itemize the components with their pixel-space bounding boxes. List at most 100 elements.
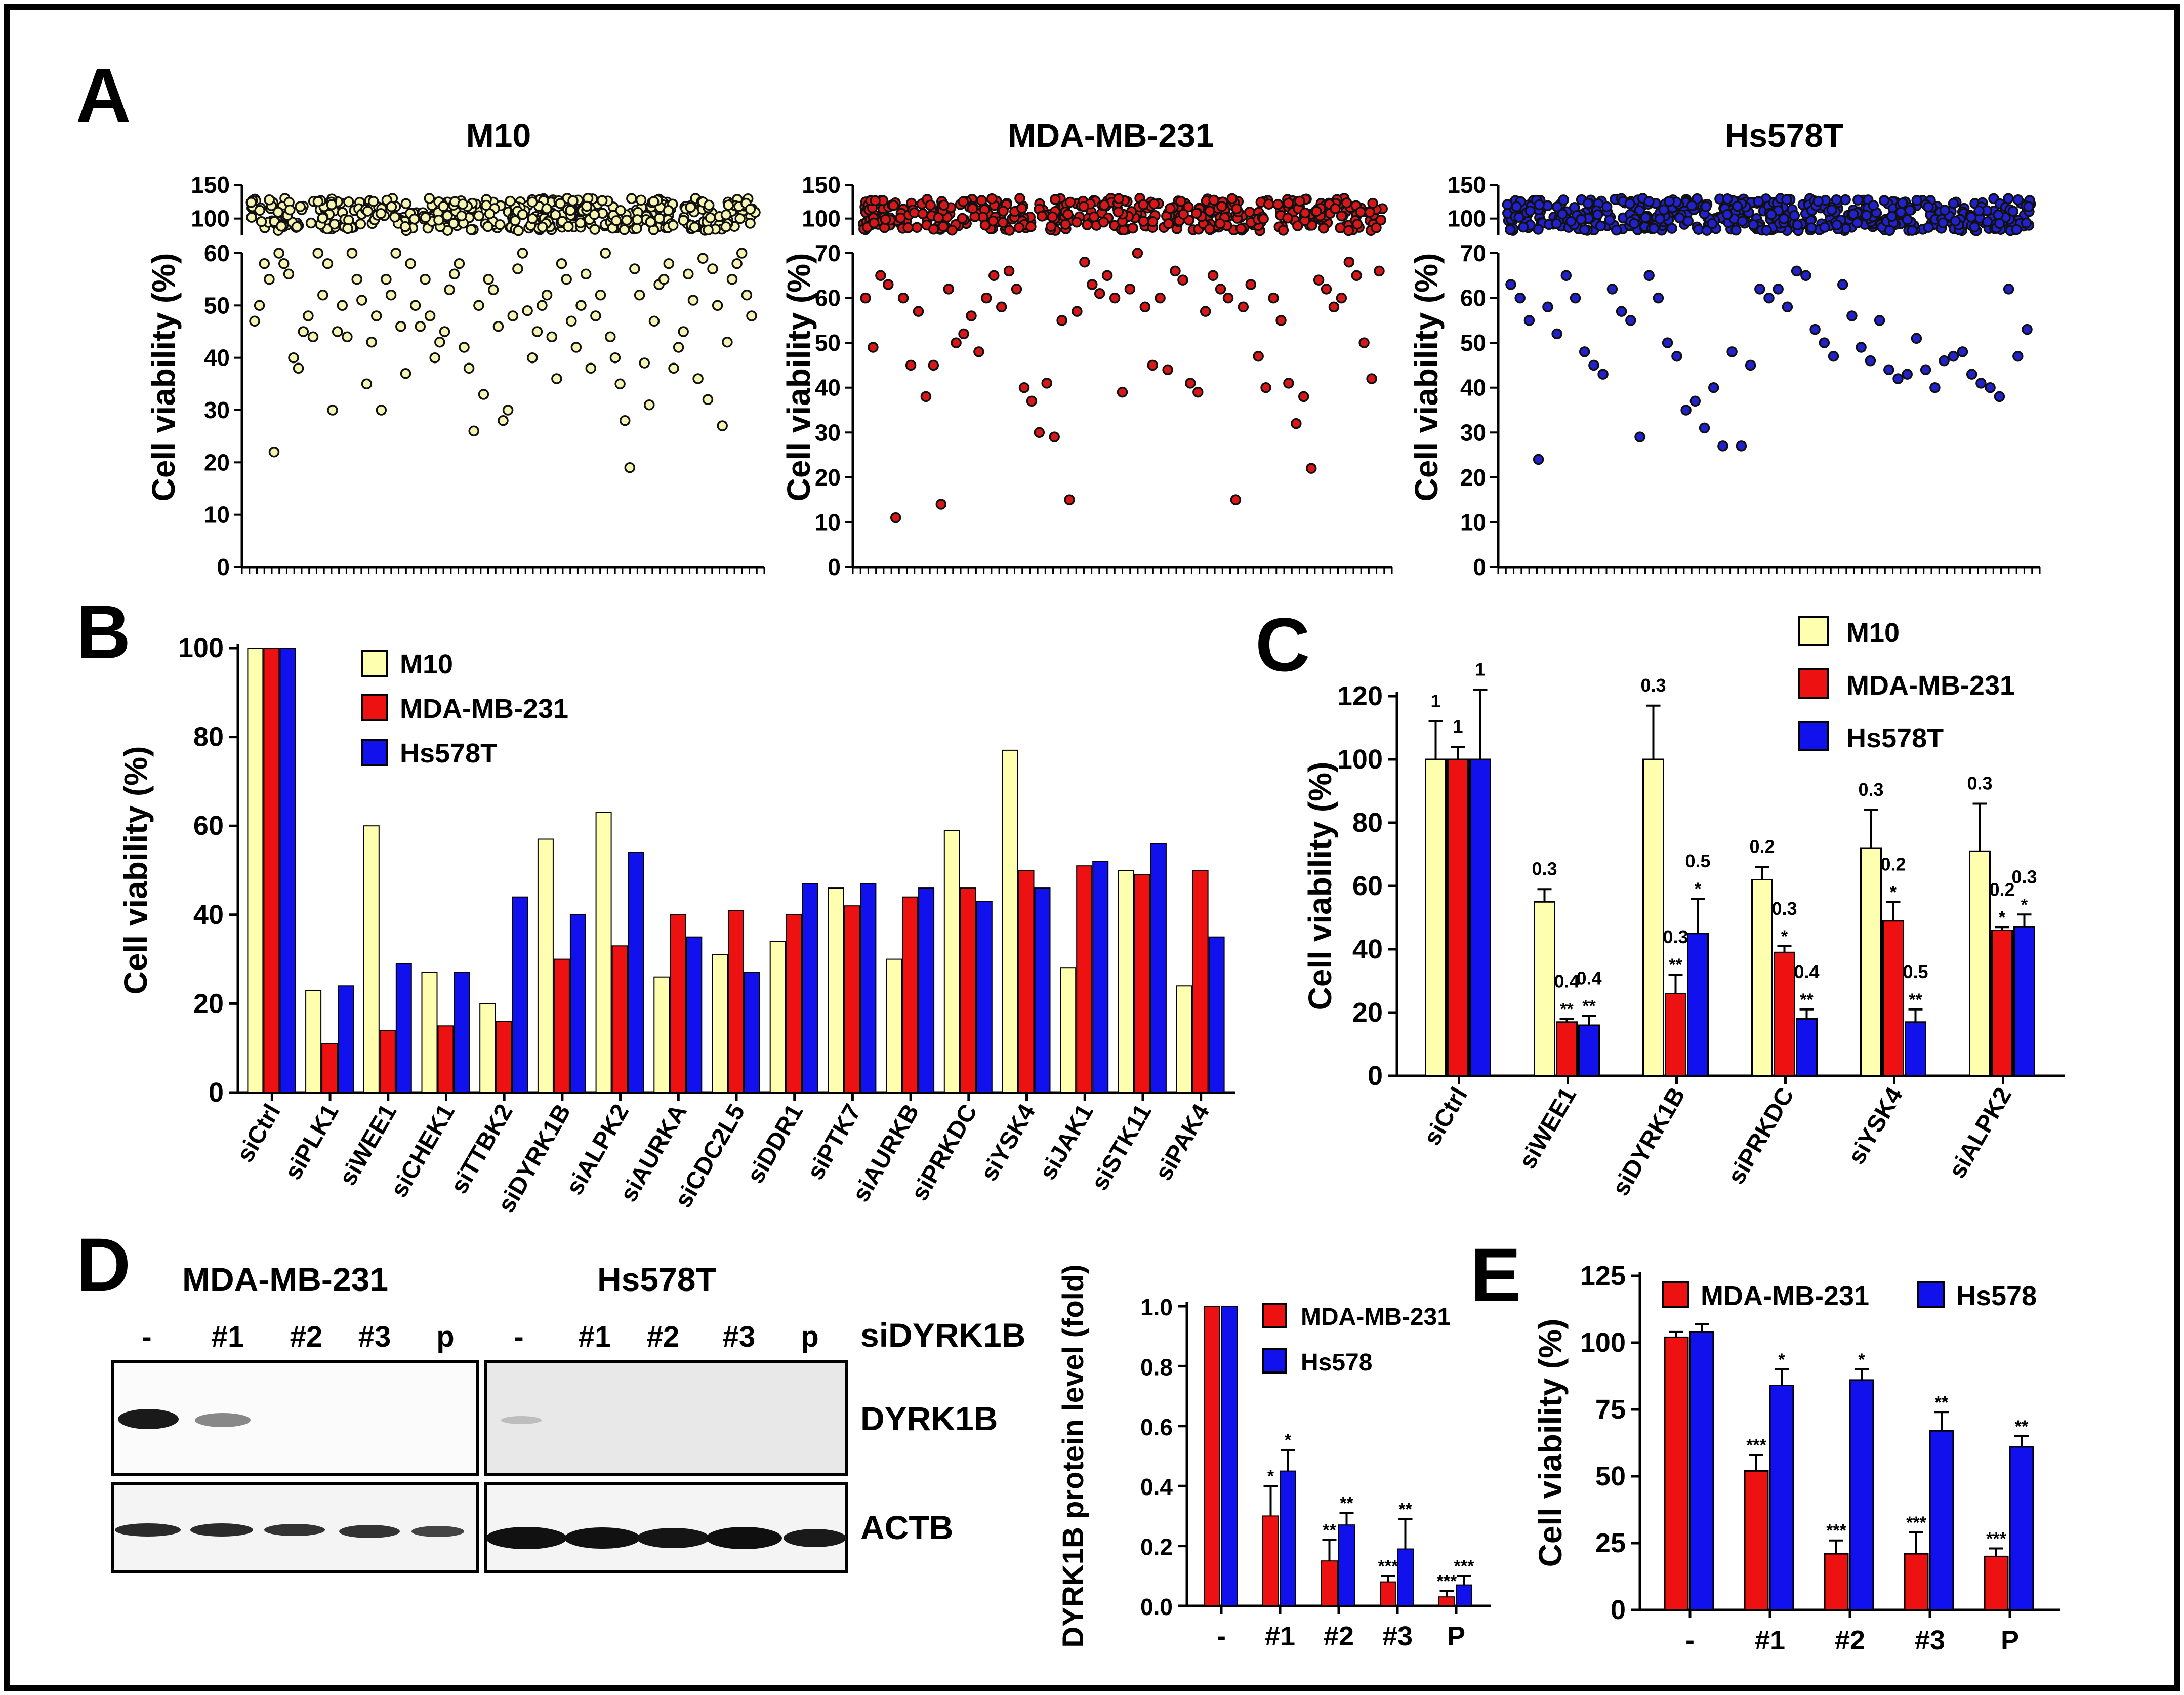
- data-point: [1313, 274, 1325, 286]
- data-point: [283, 268, 295, 280]
- data-point-high: [1004, 225, 1015, 236]
- data-point-high: [2011, 224, 2022, 235]
- data-point-high: [1748, 219, 1759, 230]
- bar-mda-mb-231: [321, 1043, 338, 1093]
- data-point: [741, 289, 753, 301]
- data-point: [605, 331, 616, 343]
- bar-hs578t: [569, 914, 586, 1094]
- ratio-label: 0.3: [1858, 779, 1883, 800]
- data-point: [1079, 256, 1090, 268]
- data-point: [663, 258, 675, 269]
- data-point: [1132, 248, 1143, 259]
- data-point-high: [1016, 203, 1027, 214]
- data-point: [717, 420, 728, 431]
- data-point: [459, 342, 470, 353]
- data-point-high: [1204, 206, 1215, 217]
- data-point-high: [342, 223, 353, 234]
- data-point: [1745, 359, 1756, 371]
- bar-mda-mb-231: [1664, 1336, 1689, 1611]
- significance-star: *: [1999, 908, 2006, 927]
- y-tick-label: 120: [1337, 681, 1383, 711]
- y-tick-label: 10: [204, 502, 230, 528]
- blot-row-label-actb: ACTB: [860, 1509, 953, 1546]
- chart-a-mda-mb-231: MDA-MB-231 Cell viability (%) 0 10 20 30 40 50 6…: [780, 116, 1393, 580]
- data-point-high: [442, 210, 453, 222]
- data-point: [692, 373, 704, 384]
- significance-star: **: [1340, 1494, 1353, 1513]
- bar-mda-mb-231: [1438, 1596, 1455, 1606]
- data-point-high: [420, 212, 431, 223]
- data-point-high: [1982, 216, 1993, 227]
- bar-m10: [828, 887, 844, 1093]
- data-point: [1523, 315, 1535, 326]
- data-point-high: [527, 213, 538, 224]
- data-point: [1147, 359, 1158, 371]
- data-point-high: [998, 206, 1009, 217]
- bar-hs578: [1689, 1331, 1714, 1611]
- significance-star: *: [1781, 927, 1788, 946]
- data-point: [697, 253, 709, 264]
- bar-hs578: [1769, 1385, 1794, 1611]
- data-point-high: [1299, 207, 1311, 219]
- significance-star: **: [2015, 1417, 2029, 1436]
- significance-star: *: [1778, 1350, 1785, 1369]
- data-point-high: [1518, 221, 1529, 233]
- data-point: [1064, 494, 1075, 505]
- data-point-high: [2021, 217, 2032, 229]
- data-point: [897, 292, 909, 304]
- data-point: [746, 310, 757, 321]
- data-point: [1662, 337, 1673, 348]
- data-point-high: [1737, 216, 1748, 227]
- data-point: [580, 268, 592, 280]
- y-tick-label: 50: [204, 292, 230, 318]
- legend-label-hs: Hs578: [1956, 1281, 2037, 1311]
- data-point-high: [1138, 216, 1149, 227]
- x-tick-label: -: [1217, 1621, 1226, 1651]
- ratio-label: 0.2: [1880, 854, 1906, 874]
- data-point-high: [1939, 205, 1951, 216]
- y-tick-label: 60: [204, 240, 230, 266]
- data-point-high: [245, 197, 257, 208]
- data-point: [1883, 364, 1894, 376]
- significance-star: **: [1669, 955, 1682, 975]
- data-point: [883, 279, 894, 290]
- data-point-high: [482, 221, 493, 232]
- bar-m10: [537, 838, 554, 1093]
- data-point-high: [343, 196, 354, 208]
- y-tick-label: 30: [815, 419, 841, 446]
- data-point-high: [720, 221, 732, 232]
- data-point: [298, 326, 309, 337]
- data-point-high: [1761, 225, 1773, 236]
- data-point: [1634, 431, 1645, 442]
- data-point-high: [976, 195, 987, 206]
- chart-title: MDA-MB-231: [1008, 116, 1214, 154]
- data-point-high: [1861, 210, 1872, 221]
- data-point-high: [1330, 203, 1341, 214]
- bar-m10: [653, 976, 670, 1093]
- data-point: [434, 336, 445, 348]
- lane-label: #2: [290, 1320, 323, 1353]
- chart-d-bar: 0.0 0.2 0.4 0.6 0.8 1.0 DYRK1B protein level (…: [1057, 1264, 1491, 1651]
- data-point: [1856, 342, 1867, 353]
- data-point: [595, 289, 606, 301]
- data-point-high: [1721, 209, 1733, 220]
- data-point-high: [1318, 223, 1329, 234]
- data-point: [1336, 292, 1347, 304]
- data-point-high: [1216, 201, 1227, 212]
- data-point: [731, 258, 743, 269]
- data-point-high: [424, 193, 435, 204]
- bar-hs578: [1929, 1430, 1954, 1611]
- data-point-high: [869, 217, 880, 229]
- y-tick-label: 30: [1460, 419, 1486, 446]
- bar-m10: [1642, 758, 1664, 1077]
- data-point-high: [1062, 209, 1074, 220]
- y-tick-label: 10: [1460, 509, 1486, 535]
- data-point-high: [375, 208, 387, 219]
- data-point: [1374, 265, 1385, 277]
- significance-star: ***: [1454, 1557, 1474, 1576]
- data-point-high: [367, 196, 379, 207]
- y-tick-label: 0: [1368, 1061, 1383, 1091]
- data-point: [303, 310, 314, 321]
- data-point: [943, 284, 954, 295]
- data-point: [673, 342, 684, 353]
